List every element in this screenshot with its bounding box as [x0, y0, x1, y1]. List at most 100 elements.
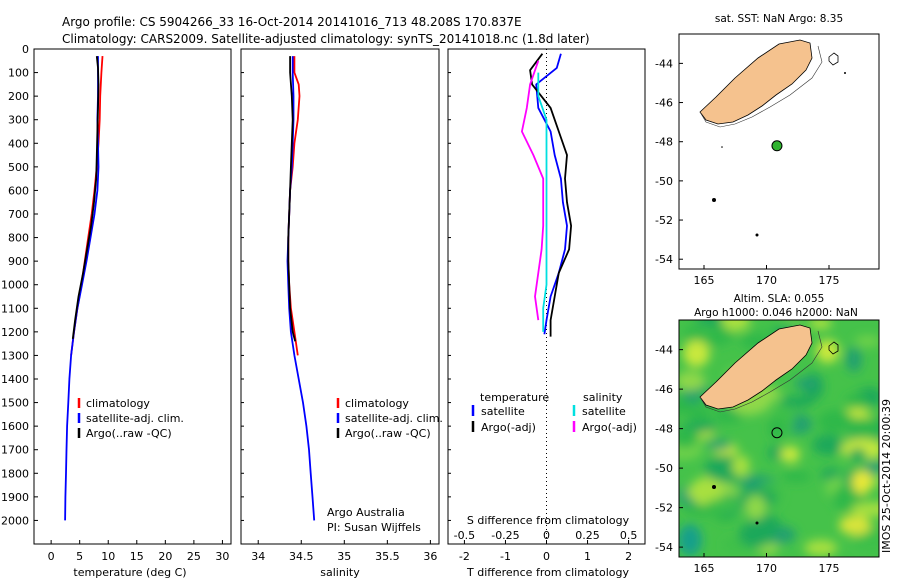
island-dot	[844, 72, 846, 74]
sla-field-patch	[679, 427, 699, 448]
sla-map-frame	[678, 319, 880, 558]
sla-map-panel: Altim. SLA: 0.055 Argo h1000: 0.046 h200…	[655, 293, 893, 575]
auckland-islands	[712, 198, 716, 202]
t-difference-tick-label: -1	[500, 550, 511, 563]
longitude-tick-label: 175	[819, 562, 840, 575]
sla-field-patch	[688, 407, 712, 425]
depth-axis: 0 100 200 300 400 500 600 700 800 900 1000 1100 1200…	[1, 43, 451, 527]
figure-title-line-2: Climatology: CARS2009. Satellite-adjuste…	[62, 32, 590, 46]
sst-map-panel: sat. SST: NaN Argo: 8.35 165 170 175 -44 -46…	[655, 13, 880, 287]
depth-tick-label: 0	[22, 43, 29, 56]
legend-label-argo: Argo(..raw -QC)	[345, 427, 431, 440]
legend-title-salinity: salinity	[583, 391, 623, 404]
salinity-tick-label: 35.5	[375, 550, 400, 563]
difference-t-satellite-line	[535, 53, 568, 335]
difference-profile-panel: -2 -1 0 1 2 -0.5 -0.25 0 0.25 0.5 S difference f…	[447, 48, 646, 579]
sla-field-patch	[721, 320, 751, 332]
difference-t-argo-adj-line	[529, 53, 572, 337]
temperature-axis: 0 5 10 15 20 25 30	[48, 540, 229, 563]
argo-float-marker	[771, 427, 783, 439]
temperature-tick-label: 20	[158, 550, 172, 563]
temperature-tick-label: 25	[187, 550, 201, 563]
sla-field-patch	[863, 460, 879, 475]
annotation-line-1: Argo Australia	[327, 506, 405, 519]
sst-map-axes: 165 170 175 -44 -46 -48 -50 -52 -54	[655, 57, 839, 287]
longitude-tick-label: 165	[694, 274, 715, 287]
depth-tick-label: 100	[8, 67, 29, 80]
temperature-plot-frame	[33, 48, 232, 545]
sla-field-patch	[706, 439, 732, 451]
salinity-legend: climatology satellite-adj. clim. Argo(..…	[336, 397, 443, 440]
sla-field-patch	[848, 448, 868, 462]
south-island-land	[699, 324, 813, 410]
sla-map-title-line-2: Argo h1000: 0.046 h2000: NaN	[694, 307, 858, 319]
temperature-tick-label: 30	[215, 550, 229, 563]
latitude-tick-label: -52	[655, 502, 673, 515]
sla-field-patch	[738, 521, 774, 548]
s-difference-tick-label: -0.25	[491, 529, 519, 542]
salinity-tick-label: 36	[423, 550, 437, 563]
latitude-tick-label: -50	[655, 175, 673, 188]
s-difference-tick-label: 0	[543, 529, 550, 542]
sst-map-title: sat. SST: NaN Argo: 8.35	[715, 13, 843, 25]
temperature-tick-label: 5	[76, 550, 83, 563]
temperature-axis-label: temperature (deg C)	[73, 566, 186, 579]
legend-label-t-argo: Argo(-adj)	[481, 421, 536, 434]
legend-label-climatology: climatology	[86, 397, 150, 410]
sla-field-patch	[854, 335, 879, 347]
depth-tick-label: 1000	[1, 279, 29, 292]
sla-map-title-line-1: Altim. SLA: 0.055	[734, 293, 825, 305]
campbell-island	[755, 233, 759, 237]
legend-label-satellite: satellite-adj. clim.	[345, 412, 443, 425]
annotation-line-2: PI: Susan Wijffels	[327, 521, 421, 534]
sla-field-patch	[683, 340, 710, 367]
salinity-axis-label: salinity	[320, 566, 360, 579]
legend-label-argo: Argo(..raw -QC)	[86, 427, 172, 440]
campbell-island	[755, 521, 759, 525]
depth-tick-label: 200	[8, 90, 29, 103]
temperature-tick-label: 0	[48, 550, 55, 563]
sla-field-patch	[695, 320, 729, 326]
latitude-tick-label: -50	[655, 462, 673, 475]
depth-tick-label: 1600	[1, 420, 29, 433]
s-difference-axis-label: S difference from climatology	[467, 514, 630, 527]
s-difference-tick-label: -0.5	[454, 529, 475, 542]
argo-float-marker	[771, 140, 783, 152]
latitude-tick-label: -44	[655, 57, 673, 70]
t-difference-axis-label: T difference from climatology	[466, 566, 629, 579]
depth-tick-label: 1100	[1, 302, 29, 315]
legend-title-temperature: temperature	[480, 391, 549, 404]
t-difference-tick-label: 1	[584, 550, 591, 563]
sst-map-area	[679, 34, 879, 269]
figure-title-line-1: Argo profile: CS 5904266_33 16-Oct-2014 …	[62, 15, 522, 29]
legend-label-s-argo: Argo(-adj)	[582, 421, 637, 434]
longitude-tick-label: 165	[694, 562, 715, 575]
sla-field-patch	[804, 539, 838, 556]
salinity-series	[286, 56, 316, 521]
depth-tick-label: 1900	[1, 491, 29, 504]
sla-map-axes: 165 170 175 -44 -46 -48 -50 -52 -54	[655, 344, 839, 575]
salinity-satellite-adj-clim-line	[286, 56, 316, 521]
latitude-tick-label: -44	[655, 344, 673, 357]
depth-tick-label: 1400	[1, 373, 29, 386]
longitude-tick-label: 175	[819, 274, 840, 287]
t-difference-tick-label: 2	[625, 550, 632, 563]
depth-tick-label: 900	[8, 255, 29, 268]
sla-field-patch	[745, 495, 767, 520]
difference-s-satellite-line	[537, 72, 548, 332]
t-difference-axis: -2 -1 0 1 2	[459, 540, 632, 563]
chatham-island-outline	[828, 52, 839, 66]
depth-tick-label: 2000	[1, 514, 29, 527]
sla-field-patch	[768, 418, 785, 440]
sla-field-patch	[679, 371, 706, 391]
sla-field-patch	[781, 470, 812, 483]
sla-field-patch	[845, 394, 869, 409]
chatham-island-outline	[828, 341, 839, 355]
temperature-tick-label: 10	[101, 550, 115, 563]
temperature-profile-panel: 0100200300400500600700800900100011001200…	[1, 43, 451, 579]
difference-s-argo-adj-line	[521, 60, 545, 321]
depth-tick-label: 1800	[1, 467, 29, 480]
salinity-argo-raw-qc-line	[287, 56, 297, 342]
sla-field-patch	[809, 320, 832, 330]
